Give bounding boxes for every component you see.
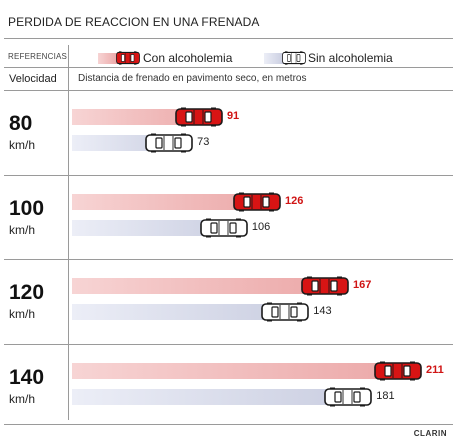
car-with-alcohol-icon — [233, 192, 281, 211]
legend-divider — [4, 67, 453, 68]
section-divider — [4, 343, 453, 345]
legend-with-alcohol-bar-swatch — [98, 53, 118, 64]
car-without-alcohol-icon — [145, 133, 193, 153]
legend-item-with-alcohol: Con alcoholemia — [143, 51, 233, 65]
legend-without-alcohol-car-icon — [282, 51, 306, 65]
speed-unit-label: km/h — [9, 222, 36, 237]
credit-label: CLARIN — [413, 429, 447, 438]
car-with-alcohol-icon — [175, 107, 223, 127]
car-with-alcohol-icon — [301, 276, 349, 296]
speed-label: 120 — [9, 281, 45, 304]
bar-with-alcohol — [72, 362, 418, 379]
title-divider — [4, 38, 453, 39]
bar-with-alcohol — [72, 193, 277, 210]
speed-label: 80 — [9, 112, 33, 135]
value-label-without-alcohol: 106 — [251, 220, 271, 233]
value-label-with-alcohol: 211 — [426, 363, 444, 376]
speed-column-header: Velocidad — [9, 73, 57, 85]
bottom-border — [4, 424, 453, 425]
distance-column-header: Distancia de frenado en pavimento seco, … — [78, 73, 307, 84]
section-divider — [4, 174, 453, 176]
legend-label: REFERENCIAS — [8, 52, 68, 61]
car-without-alcohol-icon — [324, 387, 373, 406]
speed-label: 140 — [9, 365, 45, 389]
car-without-alcohol-icon — [200, 218, 248, 237]
value-label-without-alcohol: 181 — [376, 389, 395, 402]
car-without-alcohol-icon — [261, 302, 310, 322]
value-label-with-alcohol: 91 — [226, 110, 240, 122]
legend-with-alcohol-car-icon — [116, 51, 140, 65]
legend-item-without-alcohol: Sin alcoholemia — [308, 51, 393, 65]
bar-without-alcohol — [72, 388, 369, 405]
speed-unit-label: km/h — [9, 391, 36, 406]
header-divider — [4, 90, 453, 91]
speed-unit-label: km/h — [9, 307, 36, 321]
value-label-without-alcohol: 143 — [313, 305, 332, 317]
column-divider — [68, 45, 69, 420]
bar-with-alcohol — [72, 278, 345, 294]
value-label-with-alcohol: 126 — [285, 194, 304, 207]
value-label-with-alcohol: 167 — [353, 279, 372, 291]
chart-title: PERDIDA DE REACCION EN UNA FRENADA — [8, 15, 260, 29]
legend-without-alcohol-bar-swatch — [264, 53, 284, 64]
car-with-alcohol-icon — [374, 361, 422, 380]
value-label-without-alcohol: 73 — [197, 136, 210, 148]
bar-without-alcohol — [72, 304, 306, 320]
section-divider — [4, 259, 453, 260]
speed-unit-label: km/h — [9, 138, 36, 152]
speed-label: 100 — [9, 196, 45, 220]
